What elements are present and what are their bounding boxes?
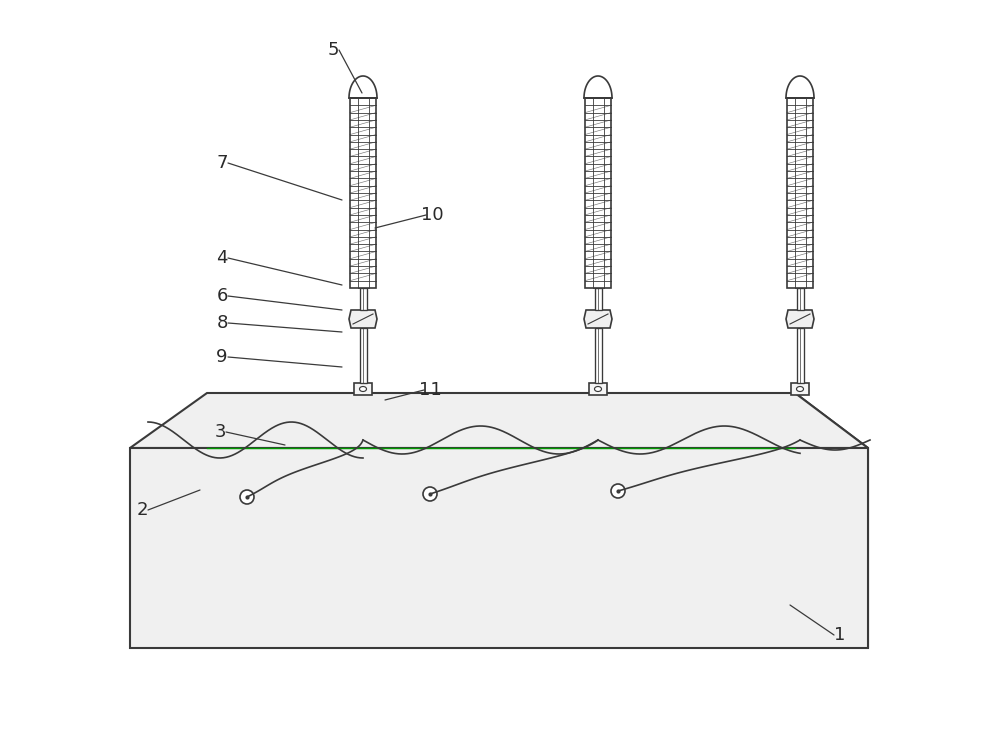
Text: 1: 1 xyxy=(834,626,846,644)
Polygon shape xyxy=(796,288,804,310)
Polygon shape xyxy=(786,310,814,328)
Polygon shape xyxy=(796,328,804,383)
Text: 2: 2 xyxy=(136,501,148,519)
Text: 10: 10 xyxy=(421,206,443,224)
Polygon shape xyxy=(584,76,612,98)
Polygon shape xyxy=(130,448,868,648)
Polygon shape xyxy=(787,98,813,288)
Polygon shape xyxy=(354,383,372,395)
Circle shape xyxy=(423,487,437,501)
Polygon shape xyxy=(786,76,814,98)
Polygon shape xyxy=(350,98,376,288)
Ellipse shape xyxy=(796,386,804,391)
Polygon shape xyxy=(349,310,377,328)
Text: 9: 9 xyxy=(216,348,228,366)
Polygon shape xyxy=(589,383,607,395)
Text: 7: 7 xyxy=(216,154,228,172)
Ellipse shape xyxy=(594,386,602,391)
Text: 3: 3 xyxy=(214,423,226,441)
Polygon shape xyxy=(349,76,377,98)
Ellipse shape xyxy=(360,386,366,391)
Polygon shape xyxy=(795,393,868,648)
Polygon shape xyxy=(594,288,602,310)
Text: 4: 4 xyxy=(216,249,228,267)
Text: 11: 11 xyxy=(419,381,441,399)
Polygon shape xyxy=(360,288,366,310)
Polygon shape xyxy=(594,328,602,383)
Text: 5: 5 xyxy=(327,41,339,59)
Polygon shape xyxy=(130,393,868,448)
Text: 6: 6 xyxy=(216,287,228,305)
Polygon shape xyxy=(584,310,612,328)
Circle shape xyxy=(611,484,625,498)
Polygon shape xyxy=(791,383,809,395)
Text: 8: 8 xyxy=(216,314,228,332)
Polygon shape xyxy=(585,98,611,288)
Circle shape xyxy=(240,490,254,504)
Polygon shape xyxy=(360,328,366,383)
